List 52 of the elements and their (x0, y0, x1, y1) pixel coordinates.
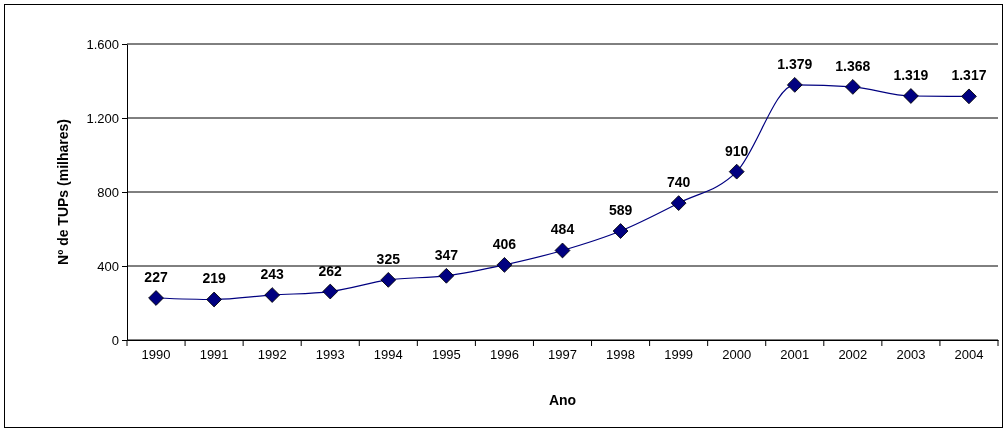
data-label: 227 (144, 269, 168, 286)
x-axis-title: Ano (548, 392, 577, 408)
x-tick-label: 1996 (489, 347, 519, 363)
x-tick-label: 2000 (722, 347, 752, 363)
x-tick-label: 1997 (548, 347, 577, 363)
point (322, 283, 339, 300)
data-label: 325 (376, 250, 401, 267)
y-tick-label: 800 (97, 184, 119, 200)
data-label: 243 (260, 266, 285, 283)
point (612, 223, 629, 239)
point (380, 272, 397, 288)
data-label: 1.368 (835, 57, 871, 74)
data-label: 740 (666, 174, 691, 191)
data-label: 347 (434, 246, 459, 263)
y-tick-label: 1.600 (86, 36, 119, 52)
point (845, 79, 861, 95)
x-tick-label: 2001 (780, 347, 810, 363)
point (206, 291, 222, 308)
data-label: 219 (202, 270, 226, 287)
x-tick-label: 1999 (664, 347, 694, 363)
x-tick-label: 1990 (141, 347, 171, 363)
x-tick-label: 2002 (838, 347, 868, 363)
data-label: 910 (725, 142, 749, 159)
data-label: 406 (492, 235, 517, 252)
data-label: 1.379 (777, 55, 813, 72)
x-tick-label: 1991 (199, 347, 229, 363)
x-tick-label: 2003 (896, 347, 926, 363)
y-tick-label: 0 (111, 332, 119, 348)
point (903, 88, 919, 104)
data-label: 589 (608, 202, 633, 219)
x-tick-label: 1992 (257, 347, 287, 363)
y-axis-title: Nº de TUPs (milhares) (55, 119, 71, 265)
point (728, 163, 745, 180)
point (961, 88, 977, 105)
point (438, 267, 455, 284)
point (148, 290, 164, 306)
x-tick-label: 1995 (431, 347, 461, 363)
point (496, 257, 513, 273)
y-tick-label: 400 (97, 258, 119, 274)
x-tick-label: 1998 (606, 347, 636, 363)
data-label: 484 (550, 221, 575, 238)
x-tick-label: 2004 (954, 347, 984, 363)
point (786, 77, 803, 93)
y-tick-label: 1.200 (86, 110, 119, 126)
x-tick-label: 1994 (373, 347, 403, 363)
x-tick-label: 1993 (315, 347, 345, 363)
data-label: 1.317 (951, 67, 987, 84)
point (554, 242, 571, 259)
data-label: 1.319 (893, 66, 929, 83)
point (670, 195, 687, 211)
point (264, 287, 280, 303)
data-label: 262 (318, 262, 343, 279)
